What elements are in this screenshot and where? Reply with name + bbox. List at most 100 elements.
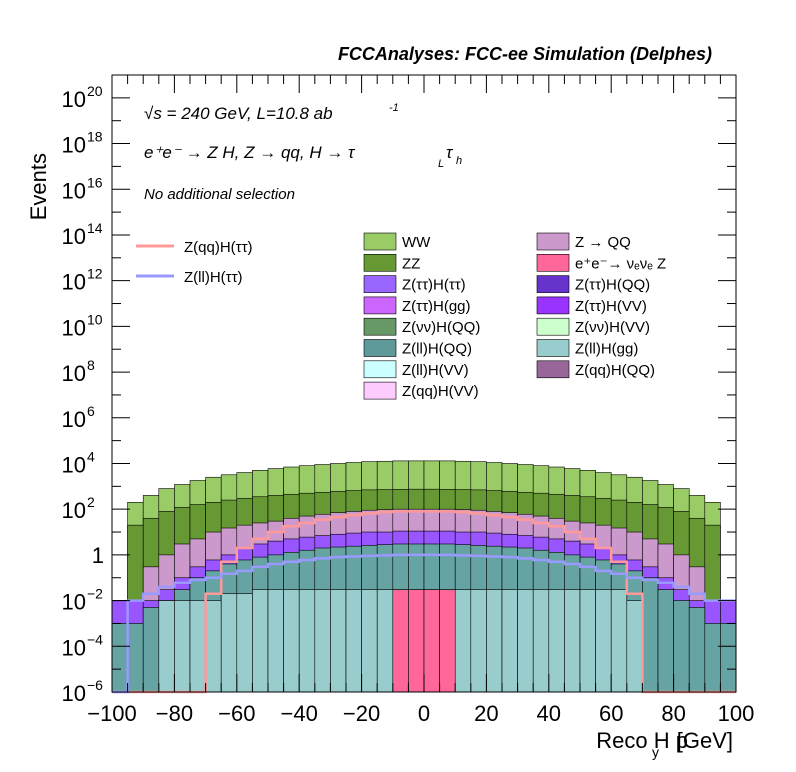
y-tick-base: 10 bbox=[62, 133, 86, 158]
bar-z-ll-h-gg--15 bbox=[345, 589, 362, 693]
legend-label: Z → QQ bbox=[575, 234, 631, 251]
y-tick-label: 10 2 bbox=[62, 494, 95, 523]
bar-z-ll-h-gg--6 bbox=[205, 600, 222, 693]
legend-swatch bbox=[363, 381, 397, 400]
header-title: FCCAnalyses: FCC-ee Simulation (Delphes) bbox=[338, 44, 712, 64]
legend-label: Z(ττ)H(ττ) bbox=[402, 277, 466, 294]
y-tick-exponent: −6 bbox=[87, 677, 103, 693]
x-tick-label: 0 bbox=[418, 701, 430, 726]
y-tick-exponent: 2 bbox=[87, 494, 95, 510]
legend-label: Z(ll)H(ττ) bbox=[184, 269, 243, 286]
bar-z-ll-h-gg--26 bbox=[517, 589, 534, 693]
legend-label: Z(ll)H(gg) bbox=[575, 341, 638, 358]
y-tick-exponent: 10 bbox=[87, 311, 103, 327]
bar-e-e-z-20 bbox=[423, 589, 440, 693]
y-tick-exponent: 12 bbox=[87, 266, 103, 282]
y-tick-exponent: 14 bbox=[87, 220, 103, 236]
y-tick-label: 10 14 bbox=[62, 220, 103, 249]
legend-label: ZZ bbox=[402, 255, 420, 272]
tau-subscript-l: L bbox=[438, 158, 444, 170]
legend-label: WW bbox=[402, 234, 431, 251]
y-tick-base: 10 bbox=[62, 87, 86, 112]
bar-z-ll-h-gg--5 bbox=[189, 600, 206, 693]
x-axis-title: Reco H p bbox=[596, 728, 688, 753]
bar-z-ll-h-qq--36 bbox=[673, 600, 690, 693]
legend-label: e⁺e⁻→ νₑνₑ Z bbox=[575, 255, 666, 272]
bar-z-ll-h-qq--38 bbox=[704, 623, 721, 693]
overlay-z-ll-h- bbox=[112, 553, 736, 694]
x-tick-label: −80 bbox=[156, 701, 193, 726]
y-tick-base: 10 bbox=[62, 178, 86, 203]
y-tick-label: 10 8 bbox=[62, 357, 95, 386]
y-axis-title: Events bbox=[26, 153, 51, 220]
y-tick-exponent: −2 bbox=[87, 586, 103, 602]
bar-z-ll-h-qq--2 bbox=[142, 607, 160, 693]
x-tick-labels: −100 −80 −60 −40 −20 0 20 40 60 80 100 bbox=[87, 701, 754, 726]
legend-swatch bbox=[363, 339, 397, 357]
process-label: e⁺e⁻ → Z H, Z → qq, H → τ bbox=[144, 143, 356, 162]
bar-z-ll-h-gg--12 bbox=[298, 589, 316, 693]
y-tick-label: 1 bbox=[92, 543, 104, 568]
bar-z-ll-h-qq--39 bbox=[720, 623, 737, 693]
legend-label: Z(νν)H(VV) bbox=[575, 319, 650, 336]
bar-z-ll-h-gg--27 bbox=[532, 589, 550, 693]
x-tick-label: 100 bbox=[718, 701, 755, 726]
bar-z-ll-h-gg--31 bbox=[595, 589, 612, 693]
legend-label: Z(qq)H(QQ) bbox=[575, 362, 655, 379]
legend-swatch bbox=[536, 317, 570, 336]
x-tick-label: −20 bbox=[343, 701, 380, 726]
y-tick-base: 10 bbox=[62, 361, 86, 386]
bar-z-ll-h-qq--1 bbox=[127, 623, 144, 693]
y-tick-base: 10 bbox=[62, 270, 86, 295]
y-tick-label: 10 −6 bbox=[62, 677, 104, 706]
legend-swatch bbox=[363, 360, 397, 379]
legend-label: Z(ττ)H(gg) bbox=[402, 298, 471, 315]
legend-swatch bbox=[363, 254, 397, 272]
bar-z-ll-h-gg--28 bbox=[548, 589, 565, 693]
bar-z-ll-h-gg--13 bbox=[314, 589, 331, 693]
legend-label: Z(ll)H(VV) bbox=[402, 362, 469, 379]
legend-swatch bbox=[536, 296, 570, 315]
legend-label: Z(νν)H(QQ) bbox=[402, 319, 480, 336]
bar-z-ll-h-gg--22 bbox=[454, 589, 472, 693]
bar-z-ll-h-qq--37 bbox=[688, 607, 706, 693]
bar-z-ll-h-qq--34 bbox=[642, 577, 659, 693]
bar-z-ll-h-gg--25 bbox=[501, 589, 518, 693]
bar-z-ll-h-gg--23 bbox=[470, 589, 487, 693]
y-tick-label: 10 −2 bbox=[62, 586, 104, 615]
bar-e-e-z-19 bbox=[408, 589, 425, 693]
y-tick-base: 10 bbox=[62, 315, 86, 340]
y-tick-base: 10 bbox=[62, 224, 86, 249]
y-tick-label: 10 12 bbox=[62, 266, 103, 295]
y-tick-exponent: 6 bbox=[87, 403, 95, 419]
y-tick-label: 10 6 bbox=[62, 403, 95, 432]
bar-z-ll-h-gg--4 bbox=[174, 600, 191, 693]
bar-z-ll-h-gg--17 bbox=[376, 589, 394, 693]
bar-z-ll-h-qq--35 bbox=[657, 589, 674, 693]
bar-z-ll-h-gg--11 bbox=[283, 589, 300, 693]
legend-swatch bbox=[536, 339, 570, 357]
legend-swatch bbox=[363, 275, 397, 293]
y-tick-exponent: 18 bbox=[87, 129, 103, 145]
legend-swatch bbox=[536, 360, 570, 379]
y-tick-exponent: 8 bbox=[87, 357, 95, 373]
x-tick-label: 60 bbox=[599, 701, 623, 726]
legend-label: Z(ll)H(QQ) bbox=[402, 341, 472, 358]
bar-z-ll-h-gg--14 bbox=[330, 589, 347, 693]
axis-ticks bbox=[111, 74, 737, 693]
x-axis-unit: [GeV] bbox=[677, 728, 733, 753]
legend-swatch bbox=[363, 317, 397, 336]
bar-z-ll-h-gg--7 bbox=[220, 593, 238, 693]
y-tick-label: 10 4 bbox=[62, 448, 95, 477]
x-tick-label: 20 bbox=[474, 701, 498, 726]
x-tick-label: 80 bbox=[661, 701, 685, 726]
bar-z-ll-h-gg--32 bbox=[610, 589, 628, 693]
y-tick-base: 10 bbox=[62, 452, 86, 477]
y-tick-base: 10 bbox=[62, 635, 86, 660]
x-tick-label: −40 bbox=[281, 701, 318, 726]
y-tick-base: 1 bbox=[92, 543, 104, 568]
bar-z-ll-h-gg--30 bbox=[579, 589, 596, 693]
y-tick-exponent: 20 bbox=[87, 83, 103, 99]
legend-label: Z(ττ)H(QQ) bbox=[575, 277, 650, 294]
